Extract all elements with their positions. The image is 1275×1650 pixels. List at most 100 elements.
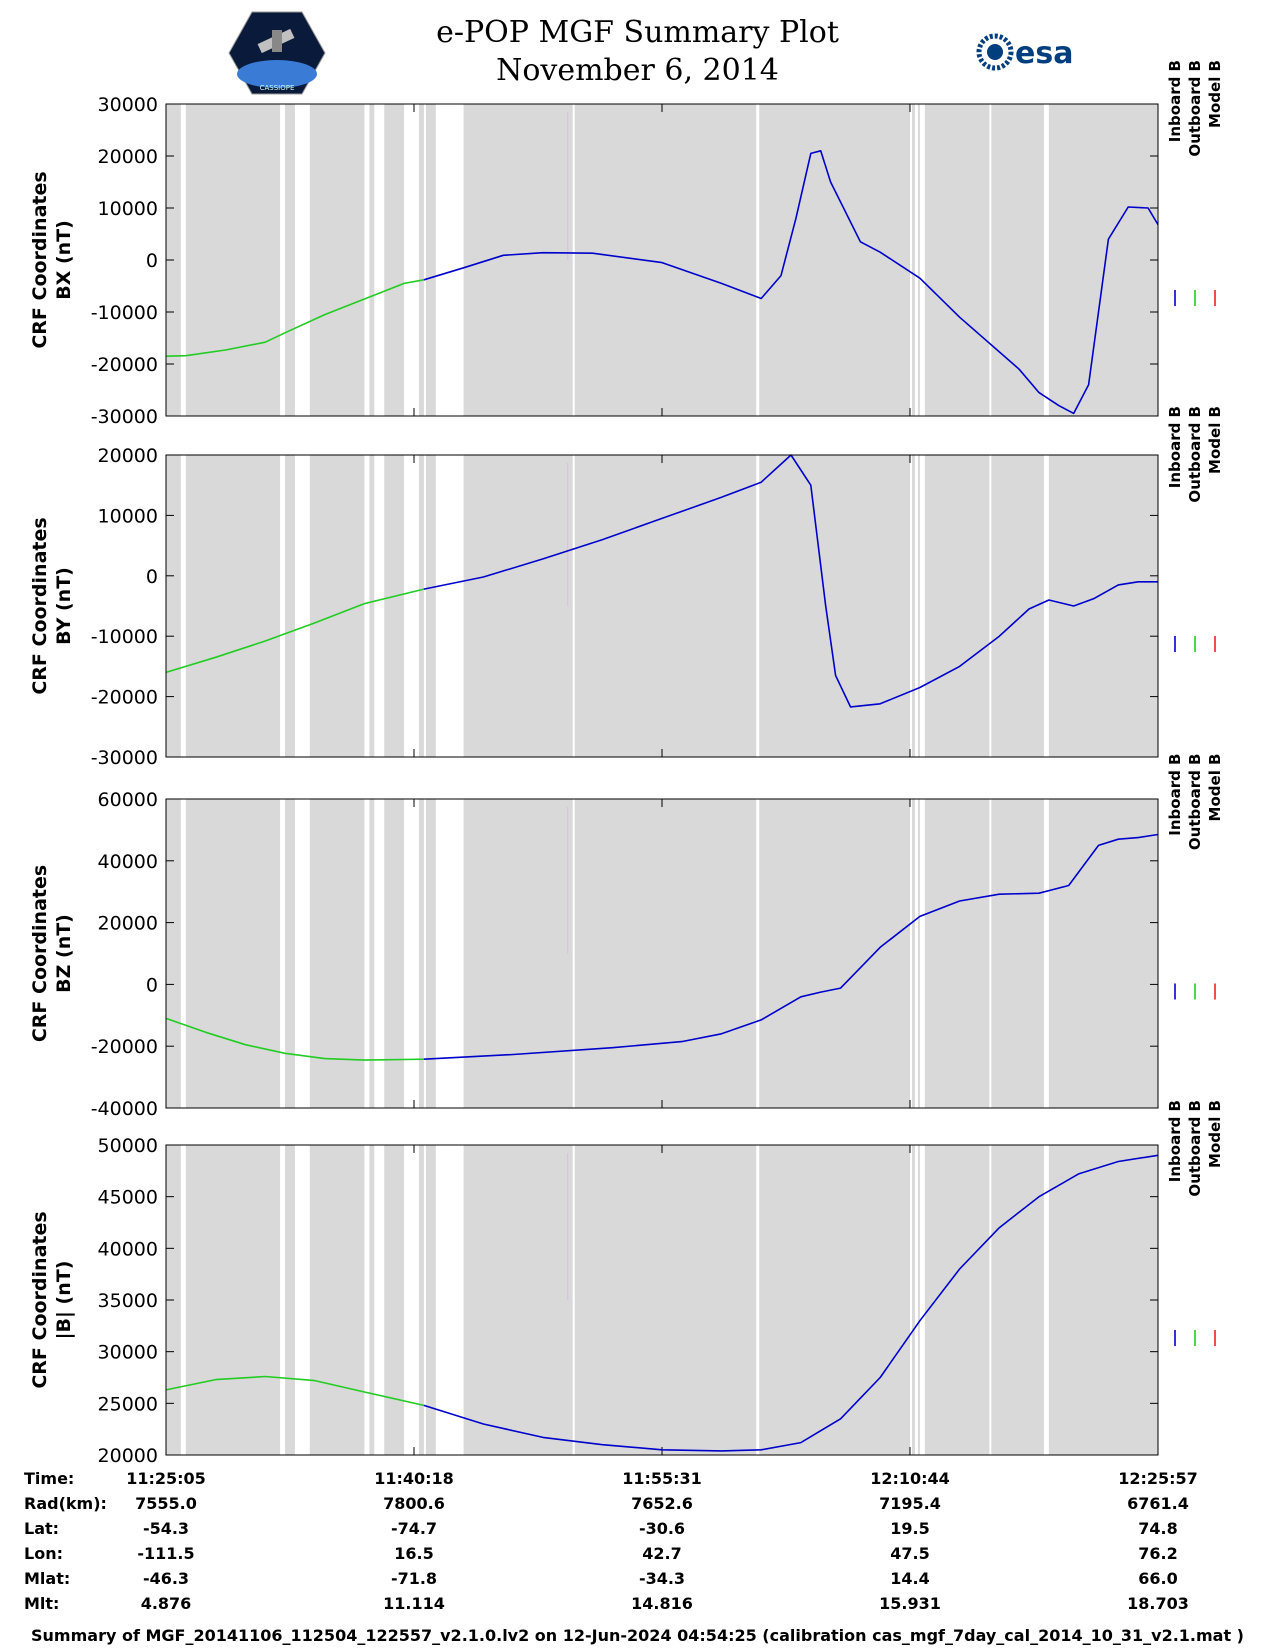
panel-3: 60000 40000 20000 0 -20000 -40000 CRF Coordina…: [29, 754, 1224, 1121]
y-tick-label: 20000: [98, 146, 158, 168]
y-tick-label: 10000: [98, 198, 158, 220]
data-gap: [294, 455, 310, 757]
series-outboard-b: [165, 1017, 424, 1061]
series-outboard-b: [165, 588, 425, 674]
y-tick-label: -20000: [91, 354, 158, 376]
ephemeris-value: 12:25:57: [1118, 1469, 1198, 1488]
plot-background: [166, 1145, 1158, 1455]
ephemeris-value: 7555.0: [135, 1494, 197, 1513]
plot-background: [166, 455, 1158, 757]
data-gap: [423, 104, 426, 416]
y-tick-label: 30000: [98, 94, 158, 116]
ephemeris-row-label: Mlat:: [24, 1569, 70, 1588]
data-gap: [756, 799, 760, 1108]
data-gap: [374, 104, 385, 416]
legend-label: Inboard B: [1166, 60, 1184, 142]
panel-1: 30000 20000 10000 0 -10000 -20000 -30000 CRF Co…: [29, 60, 1224, 428]
data-gap: [572, 1145, 575, 1455]
y-tick-label: -10000: [91, 626, 158, 648]
data-gap: [374, 455, 385, 757]
data-gap: [914, 799, 918, 1108]
data-gap: [404, 799, 419, 1108]
y-tick-label: 10000: [98, 505, 158, 527]
ephemeris-value: 47.5: [890, 1544, 929, 1563]
data-gap: [572, 104, 575, 416]
data-gap: [910, 455, 912, 757]
y-tick-label: 0: [146, 974, 158, 996]
legend-label: Inboard B: [1166, 406, 1184, 488]
y-tick-label: -10000: [91, 302, 158, 324]
ephemeris-row-label: Rad(km):: [24, 1494, 107, 1513]
series-inboard-b: [423, 833, 1159, 1060]
left-logo-text: CASSIOPE: [260, 84, 295, 92]
y-tick-label: 0: [146, 250, 158, 272]
ephemeris-value: 11.114: [383, 1594, 445, 1613]
plot-frame: [165, 1144, 1159, 1456]
data-gap: [404, 455, 419, 757]
data-gap: [180, 455, 186, 757]
data-gap: [364, 1145, 370, 1455]
ephemeris-value: 66.0: [1138, 1569, 1177, 1588]
y-tick-label: 50000: [98, 1135, 158, 1157]
data-gap: [919, 455, 925, 757]
data-gap: [919, 1145, 925, 1455]
data-gap: [910, 799, 912, 1108]
y-tick-label: -20000: [91, 1036, 158, 1058]
ephemeris-value: 16.5: [394, 1544, 433, 1563]
data-gap: [756, 455, 760, 757]
data-gap: [910, 1145, 912, 1455]
data-gap: [180, 104, 186, 416]
y-tick-label: -20000: [91, 687, 158, 709]
data-gap: [280, 455, 286, 757]
legend-label: Inboard B: [1166, 754, 1184, 836]
data-gap: [404, 104, 419, 416]
plot-frame: [165, 103, 1159, 417]
ephemeris-value: 11:25:05: [126, 1469, 206, 1488]
data-gap: [374, 1145, 385, 1455]
data-gap: [914, 104, 918, 416]
y-axis-label: CRF Coordinates: [29, 1211, 51, 1388]
legend-label: Outboard B: [1186, 1100, 1204, 1197]
y-tick-label: 20000: [98, 913, 158, 935]
y-tick-label: 30000: [98, 1342, 158, 1364]
esa-logo: esa: [976, 33, 1073, 71]
y-tick-label: -30000: [91, 406, 158, 428]
data-gap: [1043, 455, 1049, 757]
y-axis-label: BZ (nT): [53, 914, 75, 993]
data-gap: [294, 104, 310, 416]
data-gap: [423, 799, 426, 1108]
y-axis-label: CRF Coordinates: [29, 171, 51, 348]
y-axis-label: |B| (nT): [53, 1261, 75, 1340]
data-gap: [756, 104, 760, 416]
series-inboard-b: [423, 150, 1159, 415]
y-tick-label: -30000: [91, 747, 158, 769]
ephemeris-value: 76.2: [1138, 1544, 1177, 1563]
legend-label: Outboard B: [1186, 406, 1204, 503]
panel-4: 50000 45000 40000 35000 30000 25000 20000 CRF C…: [29, 1100, 1224, 1467]
ephemeris-table: Time: Rad(km): Lat: Lon: Mlat: Mlt: 11:25:05 75…: [24, 1469, 1198, 1613]
ephemeris-row-label: Time:: [24, 1469, 74, 1488]
y-axis-label: CRF Coordinates: [29, 865, 51, 1042]
series-inboard-b: [423, 454, 1158, 708]
data-gap: [364, 799, 370, 1108]
data-gap: [374, 799, 385, 1108]
legend-label: Model B: [1206, 754, 1224, 822]
title-line-1: e-POP MGF Summary Plot: [436, 15, 839, 50]
series-outboard-b: [165, 1375, 425, 1407]
ephemeris-value: -74.7: [391, 1519, 437, 1538]
legend-label: Outboard B: [1186, 754, 1204, 851]
ephemeris-row-label: Lat:: [24, 1519, 59, 1538]
right-logo-text: esa: [1015, 36, 1073, 71]
data-gap: [1043, 104, 1049, 416]
data-gap: [423, 1145, 426, 1455]
y-tick-label: 20000: [98, 1445, 158, 1467]
ephemeris-value: -34.3: [639, 1569, 685, 1588]
data-gap: [756, 1145, 760, 1455]
plot-background: [166, 104, 1158, 416]
y-tick-label: 25000: [98, 1393, 158, 1415]
data-gap: [280, 104, 286, 416]
legend-label: Model B: [1206, 60, 1224, 128]
data-gap: [435, 455, 464, 757]
legend-label: Model B: [1206, 406, 1224, 474]
